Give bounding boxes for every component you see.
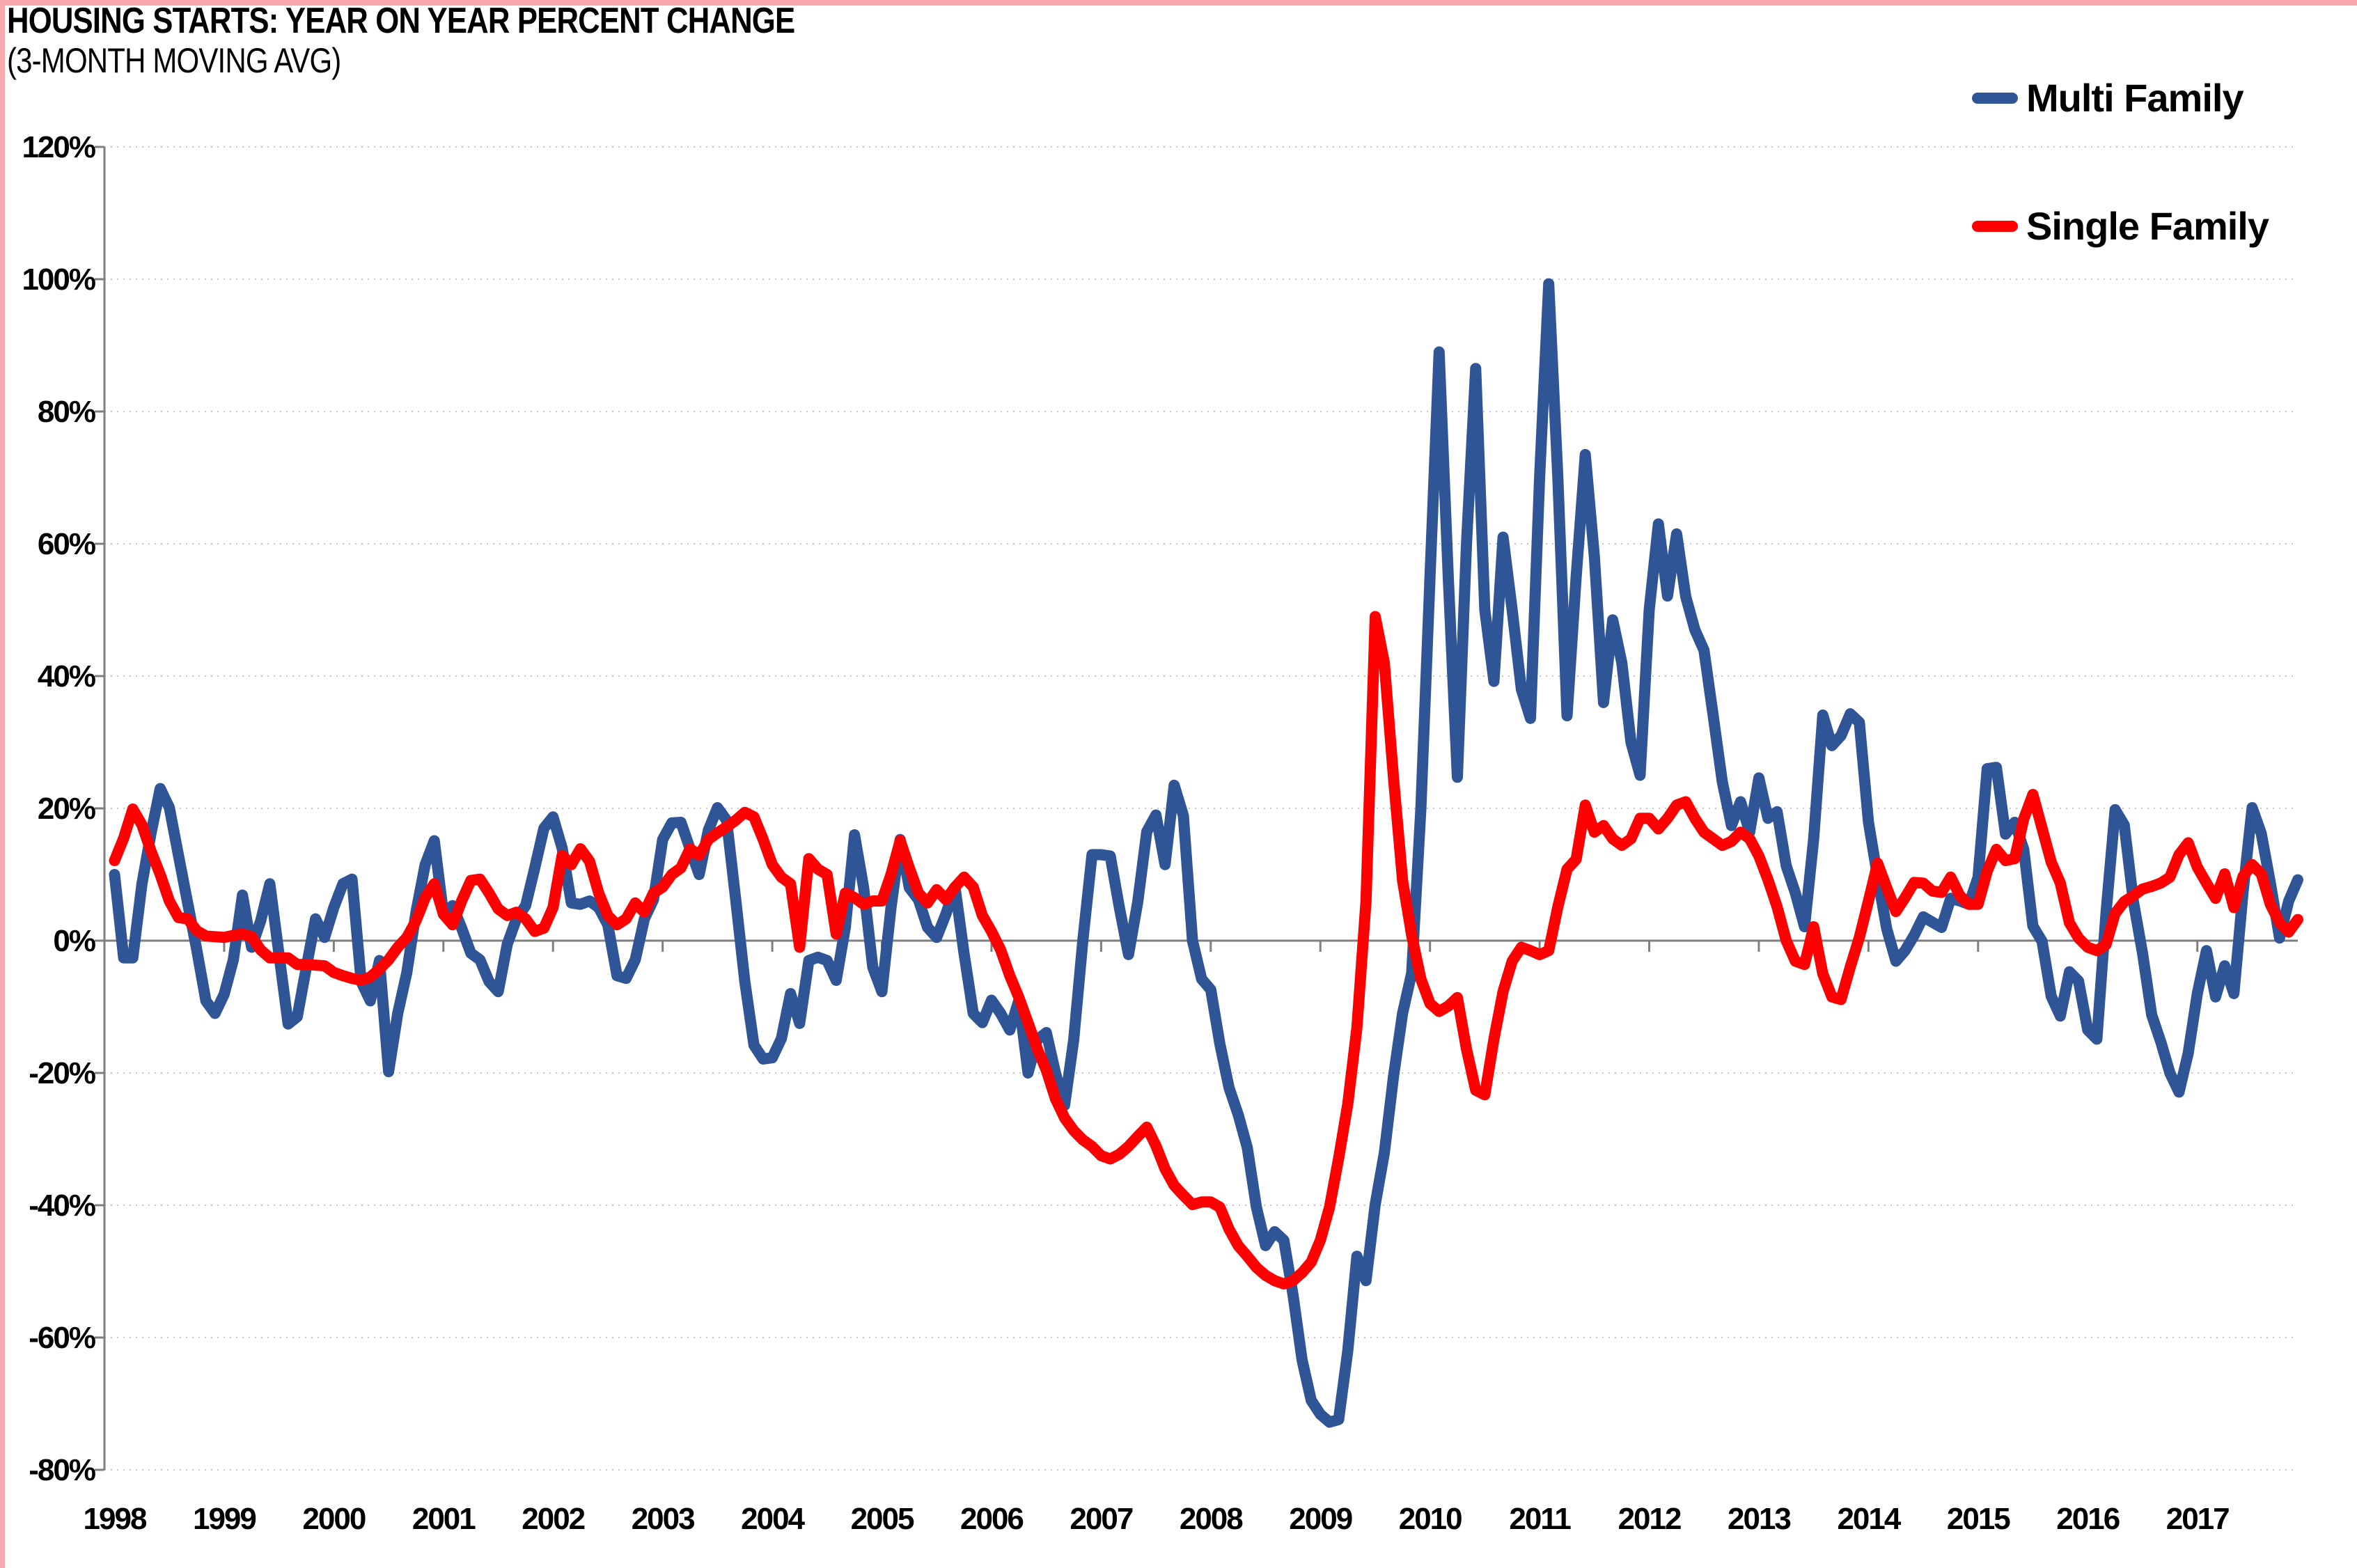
x-axis-label: 2003: [632, 1502, 694, 1536]
y-axis-labels: 120% 100% 80% 60% 40% 20% 0% -20% -40% -60% -80%: [22, 130, 96, 1487]
x-axis-label: 2002: [522, 1502, 584, 1536]
x-axis-label: 2000: [302, 1502, 365, 1536]
x-axis-label: 2009: [1289, 1502, 1352, 1536]
single-family-swatch: [1972, 220, 2018, 232]
x-axis-label: 2005: [851, 1502, 914, 1536]
single-family-label: Single Family: [2026, 204, 2269, 248]
x-axis-label: 1999: [193, 1502, 256, 1536]
y-axis-label: -80%: [29, 1453, 95, 1487]
x-axis-label: 2017: [2166, 1502, 2229, 1536]
y-axis-label: -40%: [29, 1189, 95, 1223]
x-axis-label: 2007: [1070, 1502, 1132, 1536]
y-axis-label: -60%: [29, 1321, 95, 1355]
x-axis-label: 2015: [1947, 1502, 2010, 1536]
y-axis-label: -20%: [29, 1056, 95, 1090]
legend-item-multi-family: Multi Family: [1972, 75, 2244, 120]
x-axis-label: 2001: [412, 1502, 476, 1536]
x-axis-label: 2011: [1509, 1502, 1571, 1536]
y-axis-label: 40%: [38, 659, 95, 693]
x-axis-label: 2004: [741, 1502, 805, 1536]
x-axis-label: 2006: [960, 1502, 1023, 1536]
y-axis-label: 60%: [38, 527, 95, 561]
y-axis-label: 100%: [22, 262, 95, 297]
x-axis-label: 2012: [1618, 1502, 1681, 1536]
x-axis-label: 2016: [2056, 1502, 2119, 1536]
multi-family-label: Multi Family: [2026, 76, 2244, 120]
x-axis-label: 1998: [84, 1502, 147, 1536]
chart-title: HOUSING STARTS: YEAR ON YEAR PERCENT CHA…: [7, 1, 795, 41]
pink-left-edge: [0, 0, 5, 1568]
y-axis-label: 20%: [38, 792, 95, 826]
y-axis-label: 80%: [38, 395, 95, 429]
pink-top-edge: [0, 0, 2357, 6]
gridlines: [104, 146, 2298, 1471]
legend-item-single-family: Single Family: [1972, 203, 2269, 249]
multi-family-line: [109, 278, 2303, 1428]
chart-subtitle: (3-MONTH MOVING AVG): [7, 41, 341, 80]
y-axis-label: 0%: [53, 924, 95, 958]
x-axis-labels: 1998 1999 2000 2001 2002 2003 2004 2005 2006 2007…: [84, 1502, 2231, 1536]
x-axis-label: 2013: [1728, 1502, 1790, 1536]
multi-family-swatch: [1972, 92, 2018, 104]
single-family-line: [109, 611, 2303, 1289]
x-axis-label: 2010: [1399, 1502, 1462, 1536]
x-axis-label: 2014: [1837, 1502, 1901, 1536]
data-series: [109, 278, 2303, 1428]
x-axis-label: 2008: [1180, 1502, 1243, 1536]
y-axis-label: 120%: [22, 130, 95, 164]
